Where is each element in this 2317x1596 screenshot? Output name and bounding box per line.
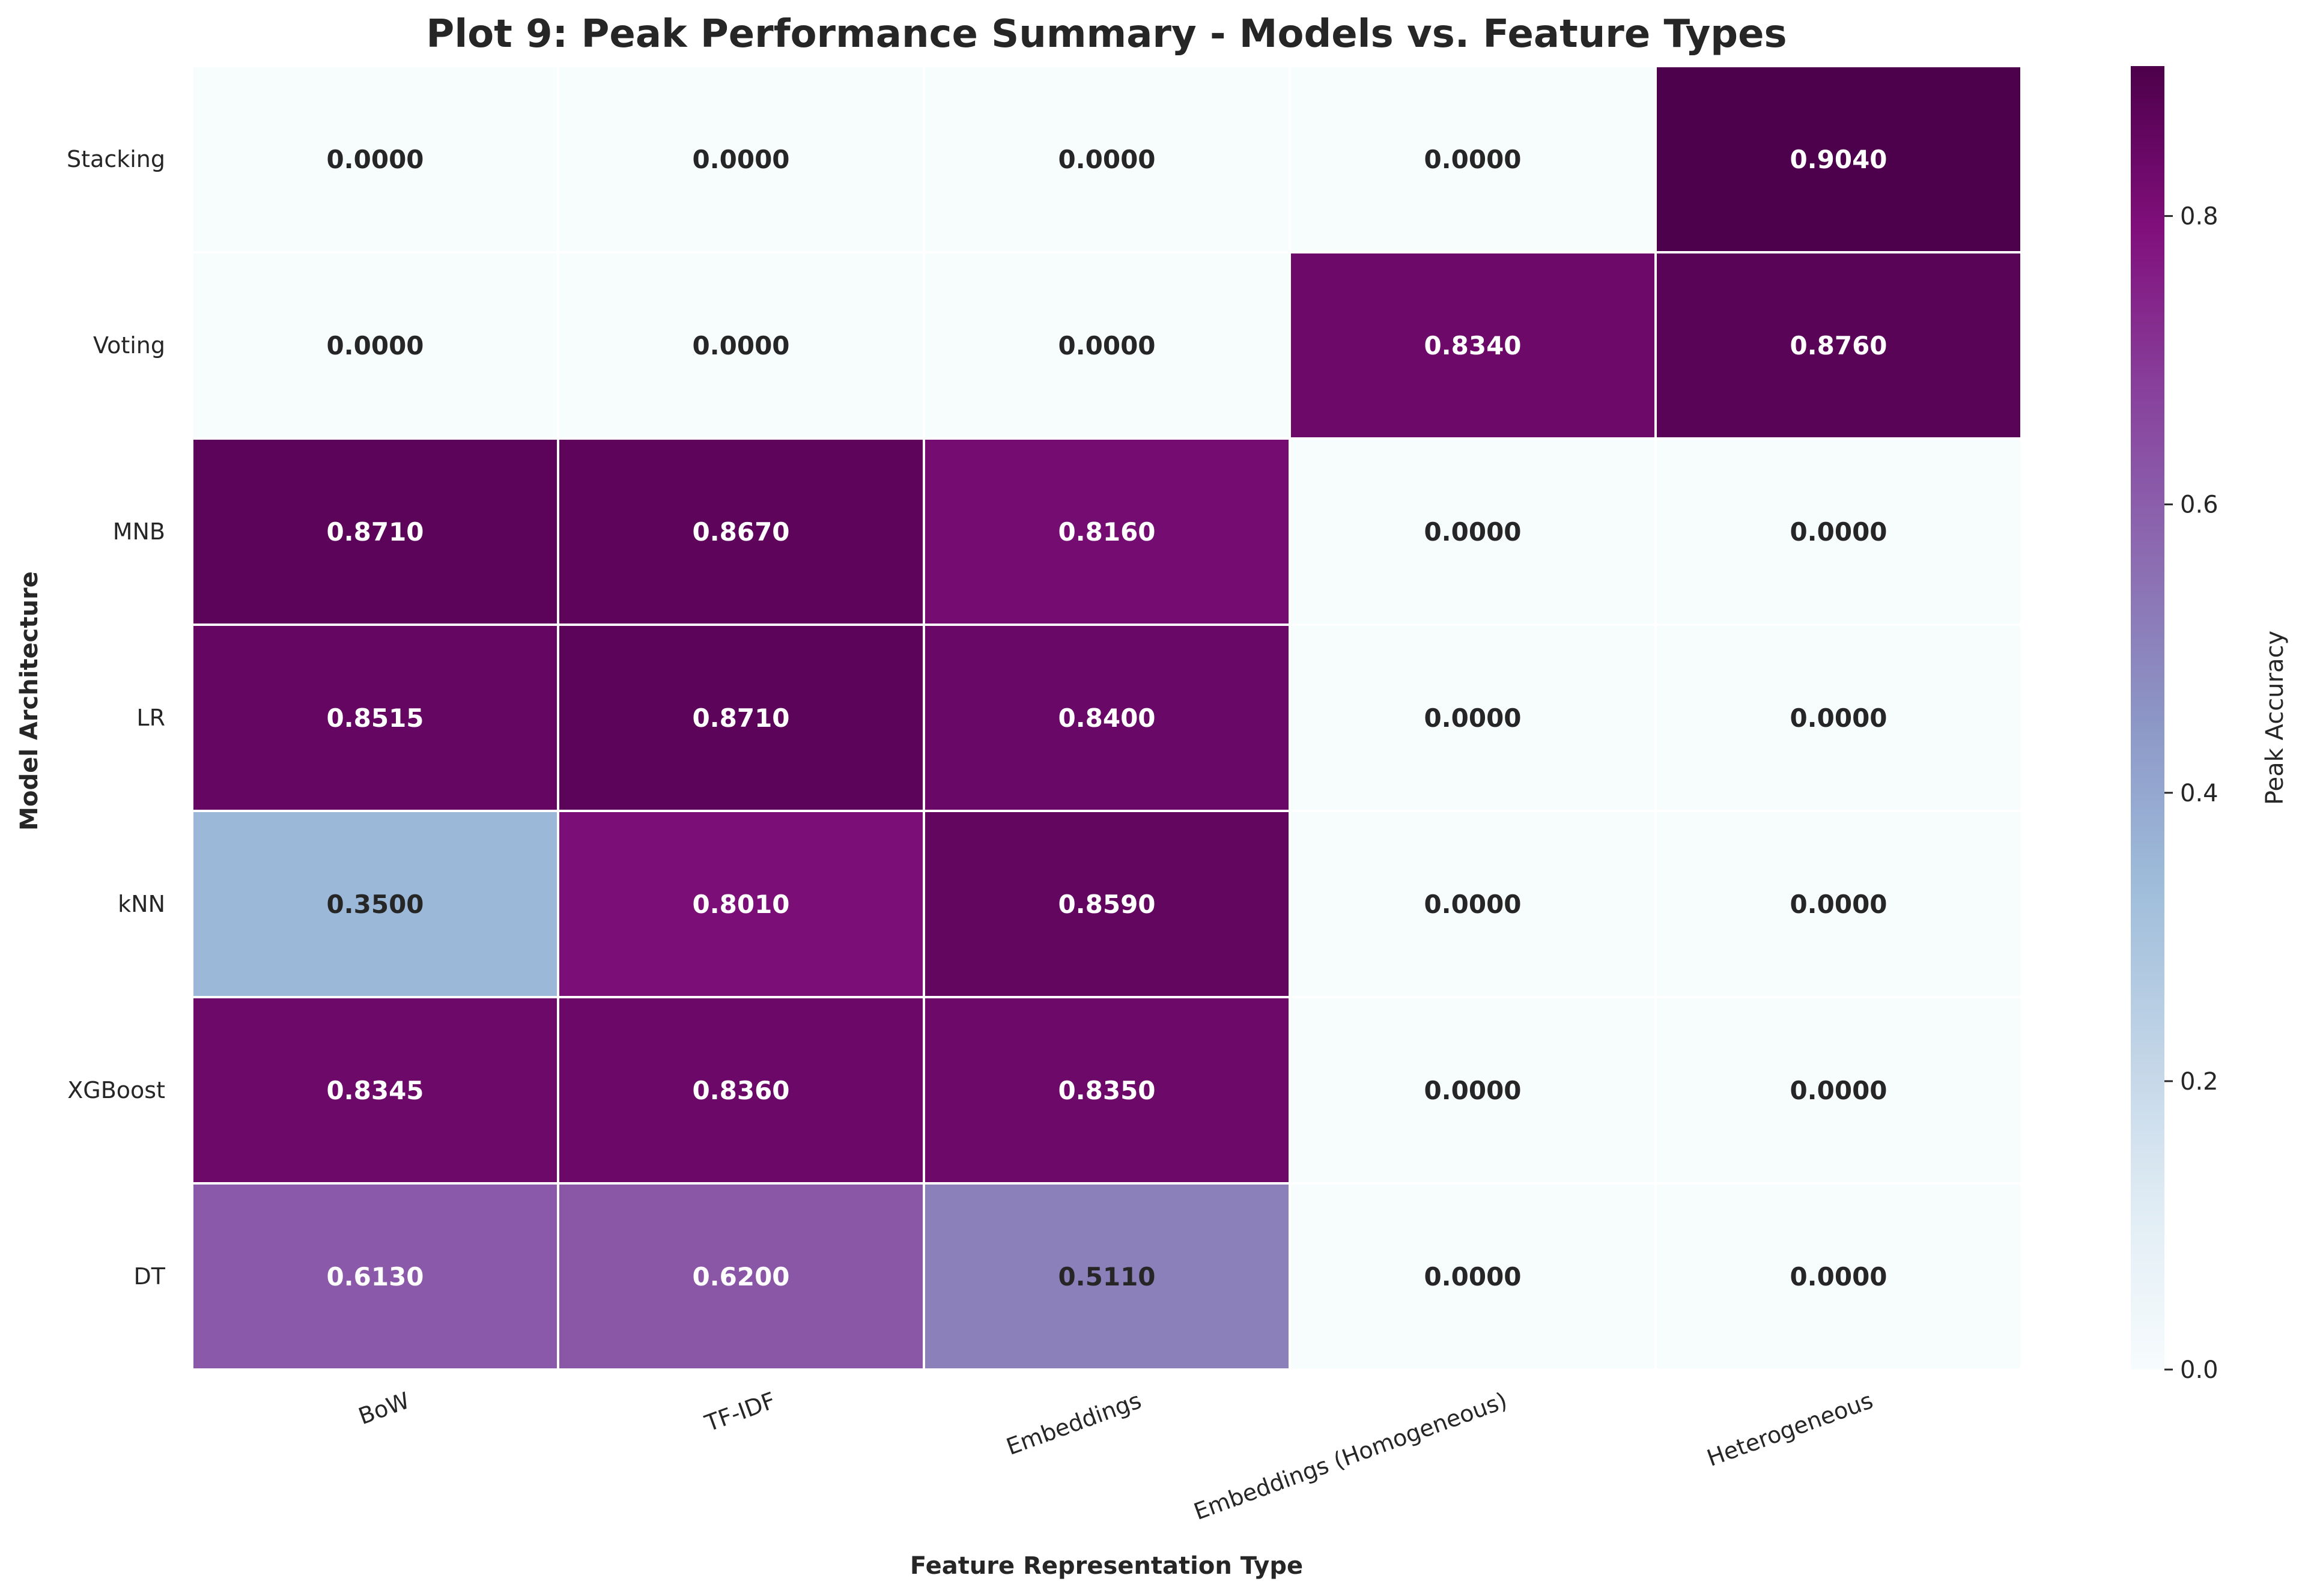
cell-value-label: 0.0000 bbox=[1790, 517, 1887, 547]
cell-value-label: 0.3500 bbox=[326, 890, 424, 919]
chart-title: Plot 9: Peak Performance Summary - Model… bbox=[426, 12, 1787, 56]
heatmap-cell bbox=[923, 251, 1291, 440]
cell-value-label: 0.0000 bbox=[1058, 331, 1155, 360]
heatmap-cell bbox=[1289, 996, 1657, 1185]
cell-value-label: 0.0000 bbox=[1424, 517, 1521, 547]
cell-value-label: 0.0000 bbox=[692, 145, 789, 174]
colorbar-tick-label: 0.4 bbox=[2180, 780, 2218, 807]
cell-value-label: 0.8670 bbox=[692, 517, 789, 547]
cell-value-label: 0.0000 bbox=[692, 331, 789, 360]
cell-value-label: 0.8400 bbox=[1058, 703, 1155, 733]
cell-value-label: 0.0000 bbox=[1424, 890, 1521, 919]
heatmap-cell bbox=[923, 810, 1291, 998]
x-axis-label: Feature Representation Type bbox=[910, 1552, 1303, 1580]
heatmap-cell bbox=[1654, 624, 2023, 812]
cell-value-label: 0.0000 bbox=[326, 145, 424, 174]
heatmap-cell bbox=[923, 624, 1291, 812]
heatmap-cell bbox=[191, 624, 559, 812]
heatmap-cell bbox=[1289, 65, 1657, 253]
heatmap-cell bbox=[1289, 624, 1657, 812]
y-tick-label: DT bbox=[134, 1263, 166, 1290]
cell-value-label: 0.8590 bbox=[1058, 890, 1155, 919]
x-tick-label: Heterogeneous bbox=[1704, 1387, 1877, 1472]
cell-value-label: 0.0000 bbox=[326, 331, 424, 360]
heatmap-cell bbox=[923, 65, 1291, 253]
heatmap-cell bbox=[1654, 437, 2023, 626]
cell-value-label: 0.0000 bbox=[1424, 703, 1521, 733]
heatmap-cell bbox=[557, 996, 925, 1185]
colorbar-tick-label: 0.0 bbox=[2180, 1356, 2218, 1384]
x-tick-labels: BoW TF-IDF Embeddings Embeddings (Homogeneo… bbox=[355, 1387, 1877, 1525]
colorbar-label: Peak Accuracy bbox=[2261, 631, 2289, 805]
cell-value-label: 0.0000 bbox=[1790, 1076, 1887, 1105]
cell-value-label: 0.8010 bbox=[692, 890, 789, 919]
heatmap-cell bbox=[191, 810, 559, 998]
cell-value-label: 0.8710 bbox=[326, 517, 424, 547]
heatmap-cell bbox=[1654, 251, 2023, 440]
cell-value-label: 0.0000 bbox=[1058, 145, 1155, 174]
heatmap-cell bbox=[1289, 437, 1657, 626]
heatmap-cell bbox=[1654, 65, 2023, 253]
y-axis-label: Model Architecture bbox=[16, 571, 43, 831]
colorbar-tick-label: 0.6 bbox=[2180, 491, 2218, 519]
cell-value-label: 0.5110 bbox=[1058, 1262, 1155, 1291]
y-tick-label: MNB bbox=[113, 518, 165, 545]
heatmap-cell bbox=[191, 251, 559, 440]
y-tick-label: Voting bbox=[93, 332, 165, 359]
colorbar-tick-label: 0.2 bbox=[2180, 1068, 2218, 1096]
cell-value-label: 0.8710 bbox=[692, 703, 789, 733]
cell-value-label: 0.8160 bbox=[1058, 517, 1155, 547]
cell-value-label: 0.9040 bbox=[1790, 145, 1887, 174]
heatmap-cell bbox=[1654, 1182, 2023, 1371]
cell-value-label: 0.8360 bbox=[692, 1076, 789, 1105]
x-tick-label: BoW bbox=[355, 1387, 413, 1430]
heatmap-cell bbox=[191, 65, 559, 253]
heatmap-cell bbox=[557, 437, 925, 626]
heatmap-cell bbox=[557, 624, 925, 812]
cell-value-label: 0.8345 bbox=[326, 1076, 424, 1105]
cell-value-label: 0.6200 bbox=[692, 1262, 789, 1291]
cell-value-label: 0.0000 bbox=[1424, 1262, 1521, 1291]
x-tick-label: Embeddings bbox=[1003, 1387, 1144, 1460]
cell-value-label: 0.0000 bbox=[1790, 890, 1887, 919]
cell-value-label: 0.0000 bbox=[1424, 1076, 1521, 1105]
colorbar-ticks: 0.0 0.2 0.4 0.6 0.8 bbox=[2164, 203, 2218, 1384]
y-tick-label: Stacking bbox=[67, 146, 165, 172]
cell-value-label: 0.8340 bbox=[1424, 331, 1521, 360]
x-tick-label: Embeddings (Homogeneous) bbox=[1191, 1387, 1511, 1525]
cell-value-label: 0.0000 bbox=[1424, 145, 1521, 174]
y-tick-label: LR bbox=[136, 705, 165, 731]
heatmap-cell bbox=[557, 65, 925, 253]
y-tick-label: XGBoost bbox=[67, 1077, 165, 1103]
cell-value-label: 0.0000 bbox=[1790, 703, 1887, 733]
y-tick-label: kNN bbox=[118, 891, 165, 917]
heatmap-cell bbox=[191, 1182, 559, 1371]
heatmap-cell bbox=[923, 437, 1291, 626]
heatmap-cells: 0.0000 0.0000 0.0000 0.0000 0.9040 0.0000 0.00… bbox=[191, 65, 2023, 1371]
cell-value-label: 0.8350 bbox=[1058, 1076, 1155, 1105]
y-tick-labels: Stacking Voting MNB LR kNN XGBoost DT bbox=[67, 146, 166, 1290]
cell-value-label: 0.8515 bbox=[326, 703, 424, 733]
heatmap-cell bbox=[557, 810, 925, 998]
heatmap-cell bbox=[923, 996, 1291, 1185]
x-tick-label: TF-IDF bbox=[701, 1387, 779, 1437]
cell-value-label: 0.0000 bbox=[1790, 1262, 1887, 1291]
heatmap-cell bbox=[1654, 996, 2023, 1185]
cell-value-label: 0.8760 bbox=[1790, 331, 1887, 360]
heatmap-cell bbox=[1654, 810, 2023, 998]
heatmap-cell bbox=[1289, 1182, 1657, 1371]
colorbar bbox=[2131, 66, 2164, 1370]
colorbar-tick-label: 0.8 bbox=[2180, 203, 2218, 231]
cell-value-label: 0.6130 bbox=[326, 1262, 424, 1291]
